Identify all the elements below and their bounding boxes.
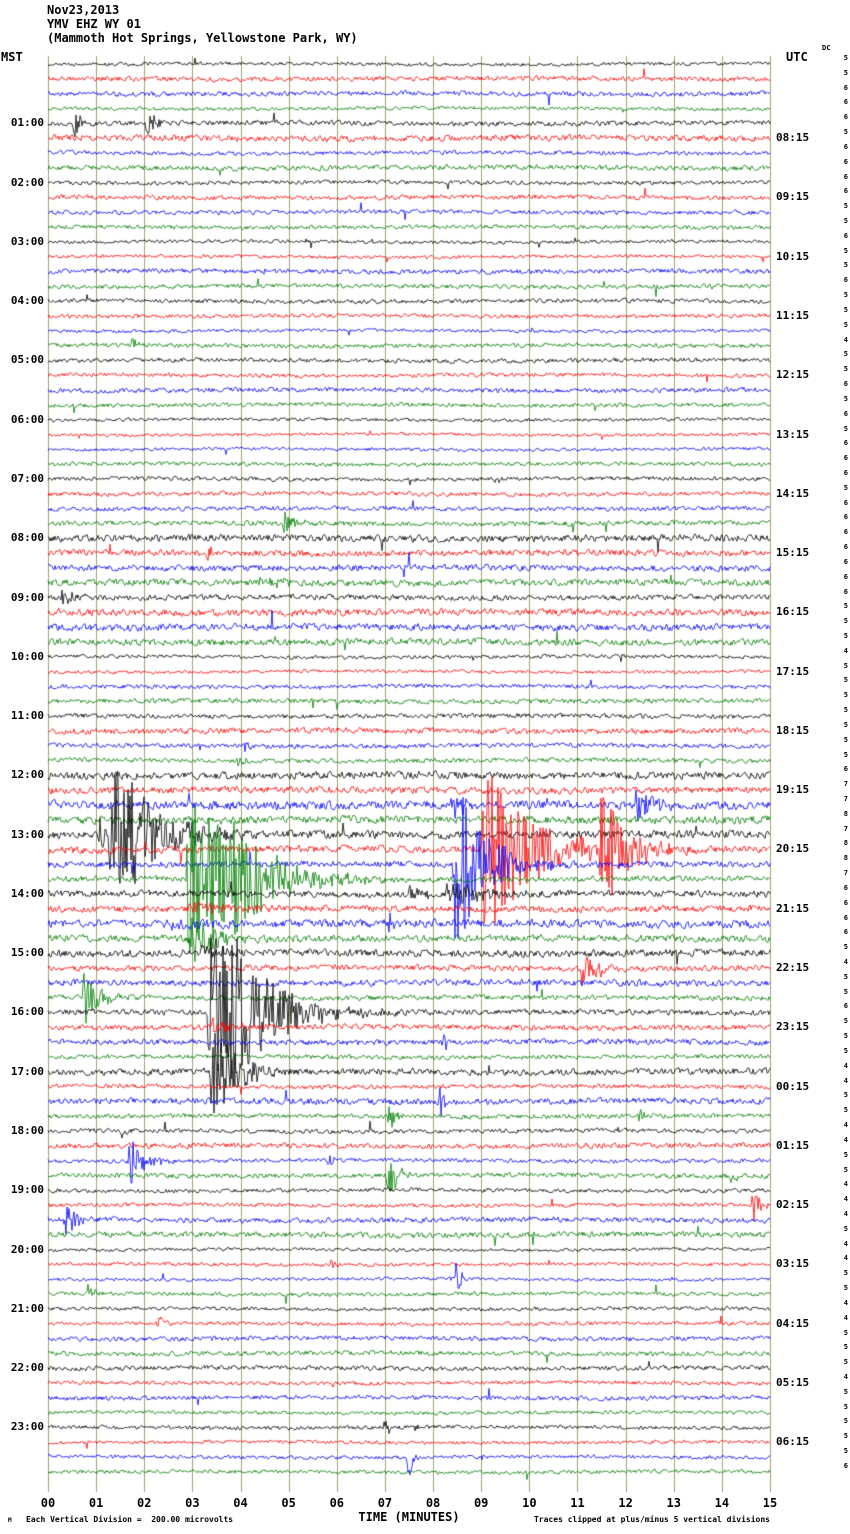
utc-axis-label: UTC [786, 50, 808, 64]
corner-mark: M [8, 1517, 12, 1524]
mst-axis-label: MST [1, 50, 23, 64]
dc-column-label: DC [822, 44, 831, 52]
header-date: Nov23,2013 [47, 3, 120, 17]
scale-note: Each Vertical Division = 200.00 microvol… [26, 1515, 234, 1524]
clip-note: Traces clipped at plus/minus 5 vertical … [533, 1515, 770, 1524]
header-location: (Mammoth Hot Springs, Yellowstone Park, … [47, 31, 358, 45]
x-axis-title: TIME (MINUTES) [358, 1510, 460, 1524]
header-station: YMV EHZ WY 01 [47, 17, 141, 31]
